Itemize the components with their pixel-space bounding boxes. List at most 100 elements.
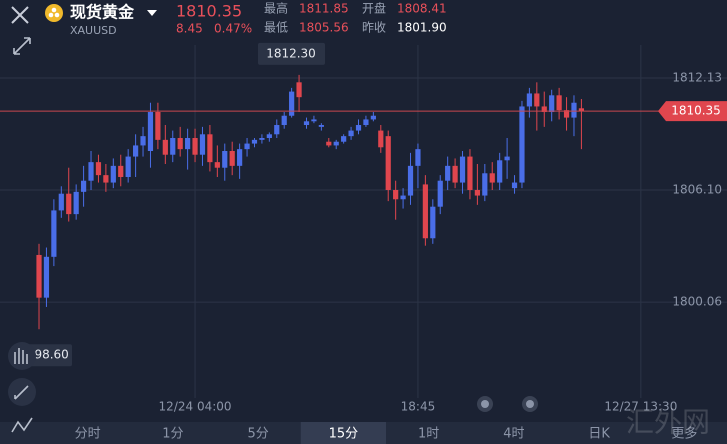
candle-body (556, 95, 562, 111)
candle-body (303, 121, 310, 126)
gold-icon-dot (51, 7, 57, 13)
toolbar (8, 37, 36, 433)
candle-body (147, 112, 154, 152)
candle-body (489, 173, 495, 183)
candle-body (199, 134, 206, 155)
candle-tool[interactable] (8, 342, 36, 370)
candle-body (355, 125, 362, 131)
change: 8.45 (176, 22, 203, 36)
gold-icon-dot (54, 12, 60, 18)
tab[interactable]: 1分 (162, 427, 183, 442)
candle-body (170, 138, 176, 155)
stat-label: 开盘 (362, 1, 386, 16)
candle-body (274, 125, 280, 135)
candle-body (437, 180, 443, 207)
candle-body (482, 173, 488, 196)
grid: 1812.13 1806.10 1800.06 12/24 04:00 18:45 12/… (0, 45, 727, 414)
candle-body (534, 93, 540, 107)
candle-body (549, 95, 555, 113)
last-price-label: 1810.35 (671, 104, 721, 118)
candle-body (370, 115, 376, 120)
tab[interactable]: 15分 (329, 427, 359, 442)
candle-body (177, 138, 183, 150)
candle-body (459, 156, 466, 183)
candle-body (162, 139, 168, 155)
tab[interactable]: 1时 (418, 427, 439, 442)
candle-body (118, 165, 124, 177)
last-price-tag (658, 101, 727, 122)
x-tick-label: 12/27 13:30 (604, 400, 677, 414)
stat-value: 1805.56 (299, 21, 349, 35)
candle-body (266, 134, 272, 139)
candle-body (348, 130, 354, 137)
candle-body (80, 180, 87, 192)
candle-body (51, 210, 57, 257)
candle-body (541, 106, 547, 113)
candle-body (58, 193, 64, 211)
nav-button-dot (481, 400, 489, 408)
candle-body (95, 162, 102, 176)
candle-body (511, 182, 518, 189)
title[interactable]: 现货黄金 (70, 3, 135, 22)
tab[interactable]: 5分 (247, 427, 268, 442)
x-tick-label: 12/24 04:00 (159, 400, 232, 414)
candle-body (326, 141, 332, 146)
candle-body (474, 189, 480, 196)
close-button[interactable] (11, 6, 29, 24)
symbol: XAUUSD (70, 24, 117, 37)
candle-body (251, 139, 258, 144)
header: 现货黄金 XAUUSD 1810.35 8.45 0.47% 最高 1811.8… (11, 1, 447, 37)
gold-icon-dot (48, 12, 54, 18)
candle-body (571, 102, 577, 118)
tabs: 分时 1分 5分 15分 1时 4时 日K 更多 (75, 422, 697, 444)
candle-body (504, 156, 510, 161)
candle-body (140, 136, 146, 146)
candle-body (237, 149, 243, 166)
candle-body (363, 119, 369, 126)
stat-value: 1811.85 (299, 2, 349, 16)
draw-tool[interactable] (8, 378, 36, 406)
y-tick-label: 1806.10 (672, 182, 722, 196)
candle-body (133, 145, 139, 157)
candle-body (341, 136, 347, 142)
candle-body (422, 184, 428, 239)
nav-button-dot (526, 400, 534, 408)
candle-body (563, 110, 570, 118)
candle-body (259, 138, 265, 140)
tab[interactable]: 4时 (503, 427, 524, 442)
tab[interactable]: 分时 (75, 427, 101, 442)
candle-body (125, 156, 131, 177)
watermark: 汇外网 (626, 406, 710, 439)
dropdown-caret[interactable] (147, 10, 157, 16)
candle-body (393, 189, 399, 200)
tab-active-bg (300, 422, 386, 444)
candle-body (430, 206, 436, 239)
candle-body (66, 193, 72, 215)
candle-body (296, 82, 302, 98)
candle-body (400, 195, 406, 200)
tab[interactable]: 日K (588, 427, 610, 442)
candle-body (415, 149, 421, 166)
candle-body (281, 115, 287, 126)
candle-body (519, 106, 525, 183)
candle-body (526, 93, 532, 107)
candle-body (88, 162, 94, 181)
expand-button[interactable] (13, 37, 31, 55)
candle-body (497, 160, 503, 183)
candle-body (333, 141, 339, 146)
high-annotation: 1812.30 (266, 46, 316, 60)
candle-body (289, 91, 295, 116)
candle-body (192, 138, 198, 155)
indicator-tool[interactable] (11, 417, 33, 433)
candle-body (36, 254, 42, 298)
candle-body (207, 134, 213, 163)
candle-body (229, 151, 235, 166)
candle-body (407, 165, 414, 196)
candle-body (110, 165, 116, 183)
y-tick-label: 1812.13 (672, 71, 722, 85)
tab[interactable]: 更多 (671, 426, 697, 442)
change-pct: 0.47% (214, 22, 252, 36)
stat-label: 昨收 (362, 21, 386, 35)
candle-body (311, 119, 317, 122)
